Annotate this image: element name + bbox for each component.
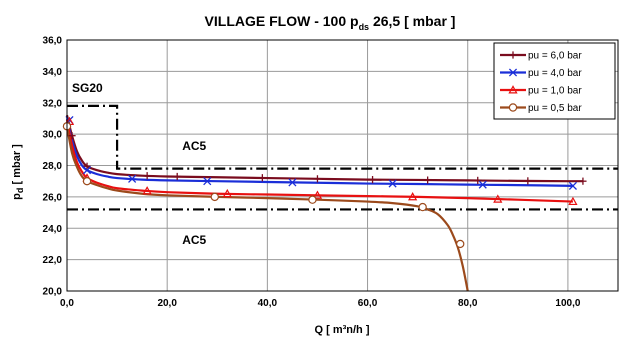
series-line [65, 119, 573, 203]
data-point [524, 177, 532, 185]
y-axis-label: pd [ mbar ] [11, 144, 25, 200]
legend-label: pu = 0,5 bar [528, 103, 582, 114]
data-point [308, 195, 317, 204]
y-tick-label: 28,0 [43, 161, 63, 172]
tick-labels: 20,022,024,026,028,030,032,034,036,00,0 2… [43, 36, 581, 310]
legend-item: pu = 0,5 bar [500, 103, 582, 114]
data-point [388, 179, 397, 188]
legend-label: pu = 1,0 bar [528, 86, 582, 97]
data-point [68, 132, 76, 140]
x-tick-label: 100,0 [555, 298, 580, 309]
y-tick-label: 22,0 [43, 255, 63, 266]
legend-item: pu = 1,0 bar [500, 85, 582, 97]
data-point [508, 103, 518, 112]
x-tick-label: 20,0 [157, 298, 177, 309]
data-point [143, 172, 151, 180]
x-axis-label: Q [ m³n/h ] [315, 324, 370, 336]
data-point [579, 177, 587, 185]
data-point [258, 174, 266, 182]
data-point [222, 188, 232, 198]
y-tick-label: 34,0 [43, 67, 63, 78]
series-markers [62, 115, 587, 249]
data-point [173, 172, 181, 181]
gridlines [66, 39, 618, 292]
zone-label: AC5 [182, 139, 206, 153]
chart-title: VILLAGE FLOW - 100 pds 26,5 [ mbar ] [205, 13, 456, 32]
series-line [65, 115, 583, 183]
data-point [288, 178, 297, 187]
zone-boundary [67, 104, 618, 170]
zones: SG20 AC5 AC5 [67, 81, 618, 247]
data-point [418, 202, 427, 212]
y-tick-label: 20,0 [43, 287, 63, 298]
data-point [203, 177, 212, 186]
y-tick-label: 24,0 [43, 224, 63, 235]
data-point [456, 239, 465, 249]
data-point [82, 176, 92, 186]
data-point [368, 176, 377, 184]
data-point [493, 194, 503, 203]
data-point [424, 176, 432, 184]
data-point [474, 176, 482, 185]
data-point [142, 186, 152, 195]
data-point [508, 85, 518, 94]
data-point [568, 181, 577, 190]
legend-item: pu = 6,0 bar [500, 51, 582, 62]
x-tick-label: 0,0 [60, 298, 74, 309]
data-point [128, 174, 137, 183]
data-point [408, 192, 418, 201]
data-point [478, 180, 487, 189]
data-point [82, 166, 92, 175]
y-tick-label: 26,0 [43, 192, 63, 203]
x-tick-label: 40,0 [258, 298, 278, 309]
zone-label: SG20 [72, 81, 103, 95]
y-tick-label: 32,0 [43, 98, 63, 109]
data-point [312, 190, 323, 199]
series-lines [65, 115, 583, 292]
x-tick-label: 80,0 [458, 298, 478, 309]
data-point [83, 162, 91, 170]
legend-item: pu = 4,0 bar [500, 68, 582, 79]
legend-label: pu = 6,0 bar [528, 51, 582, 62]
data-point [210, 192, 219, 202]
zone-label: AC5 [182, 233, 206, 247]
legend-label: pu = 4,0 bar [528, 68, 582, 79]
legend: pu = 6,0 bar pu = 4,0 bar pu = 1,0 bar pu =… [493, 42, 616, 120]
series-line [65, 118, 573, 187]
x-tick-label: 60,0 [358, 298, 378, 309]
data-point [313, 175, 322, 183]
y-tick-label: 30,0 [43, 130, 63, 141]
data-point [509, 51, 517, 59]
plot-frame [66, 39, 619, 292]
data-point [568, 196, 578, 206]
data-point [508, 68, 518, 77]
y-tick-label: 36,0 [43, 36, 63, 47]
